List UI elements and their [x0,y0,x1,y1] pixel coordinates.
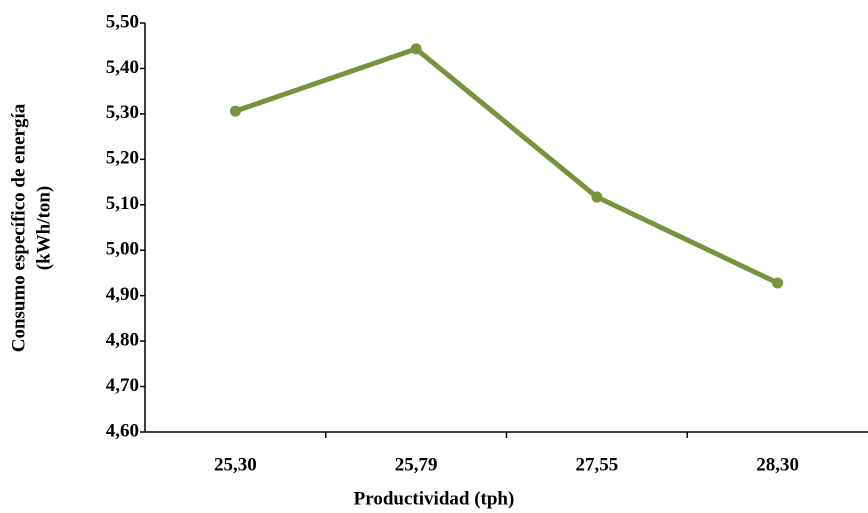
point [230,106,241,117]
y-tick-label: 5,40 [106,57,139,78]
y-tick-label: 5,30 [106,102,139,123]
y-tick-label: 5,00 [106,239,139,260]
point [772,277,783,288]
page: {"chart_data": {"type": "line", "xlabel"… [0,0,868,513]
point [411,43,422,54]
x-tick-label: 28,30 [756,454,799,475]
y-tick-label: 4,90 [106,284,139,305]
y-tick-label: 5,20 [106,148,139,169]
chart: Productividad (tph) Consumo específico d… [0,0,868,513]
y-tick-label: 4,70 [106,375,139,396]
y-axis-label: (kWh/ton) [33,186,54,270]
x-tick-label: 27,55 [576,454,619,475]
y-tick-label: 5,50 [106,11,139,32]
x-tick-label: 25,30 [214,454,257,475]
point [591,192,602,203]
y-tick-label: 5,10 [106,193,139,214]
line [235,49,777,283]
x-tick-label: 25,79 [395,454,438,475]
y-tick-label: 4,80 [106,329,139,350]
y-tick-label: 4,60 [106,420,139,441]
y-axis-label: Consumo específico de energía [8,103,29,352]
x-axis-label: Productividad (tph) [354,488,515,509]
